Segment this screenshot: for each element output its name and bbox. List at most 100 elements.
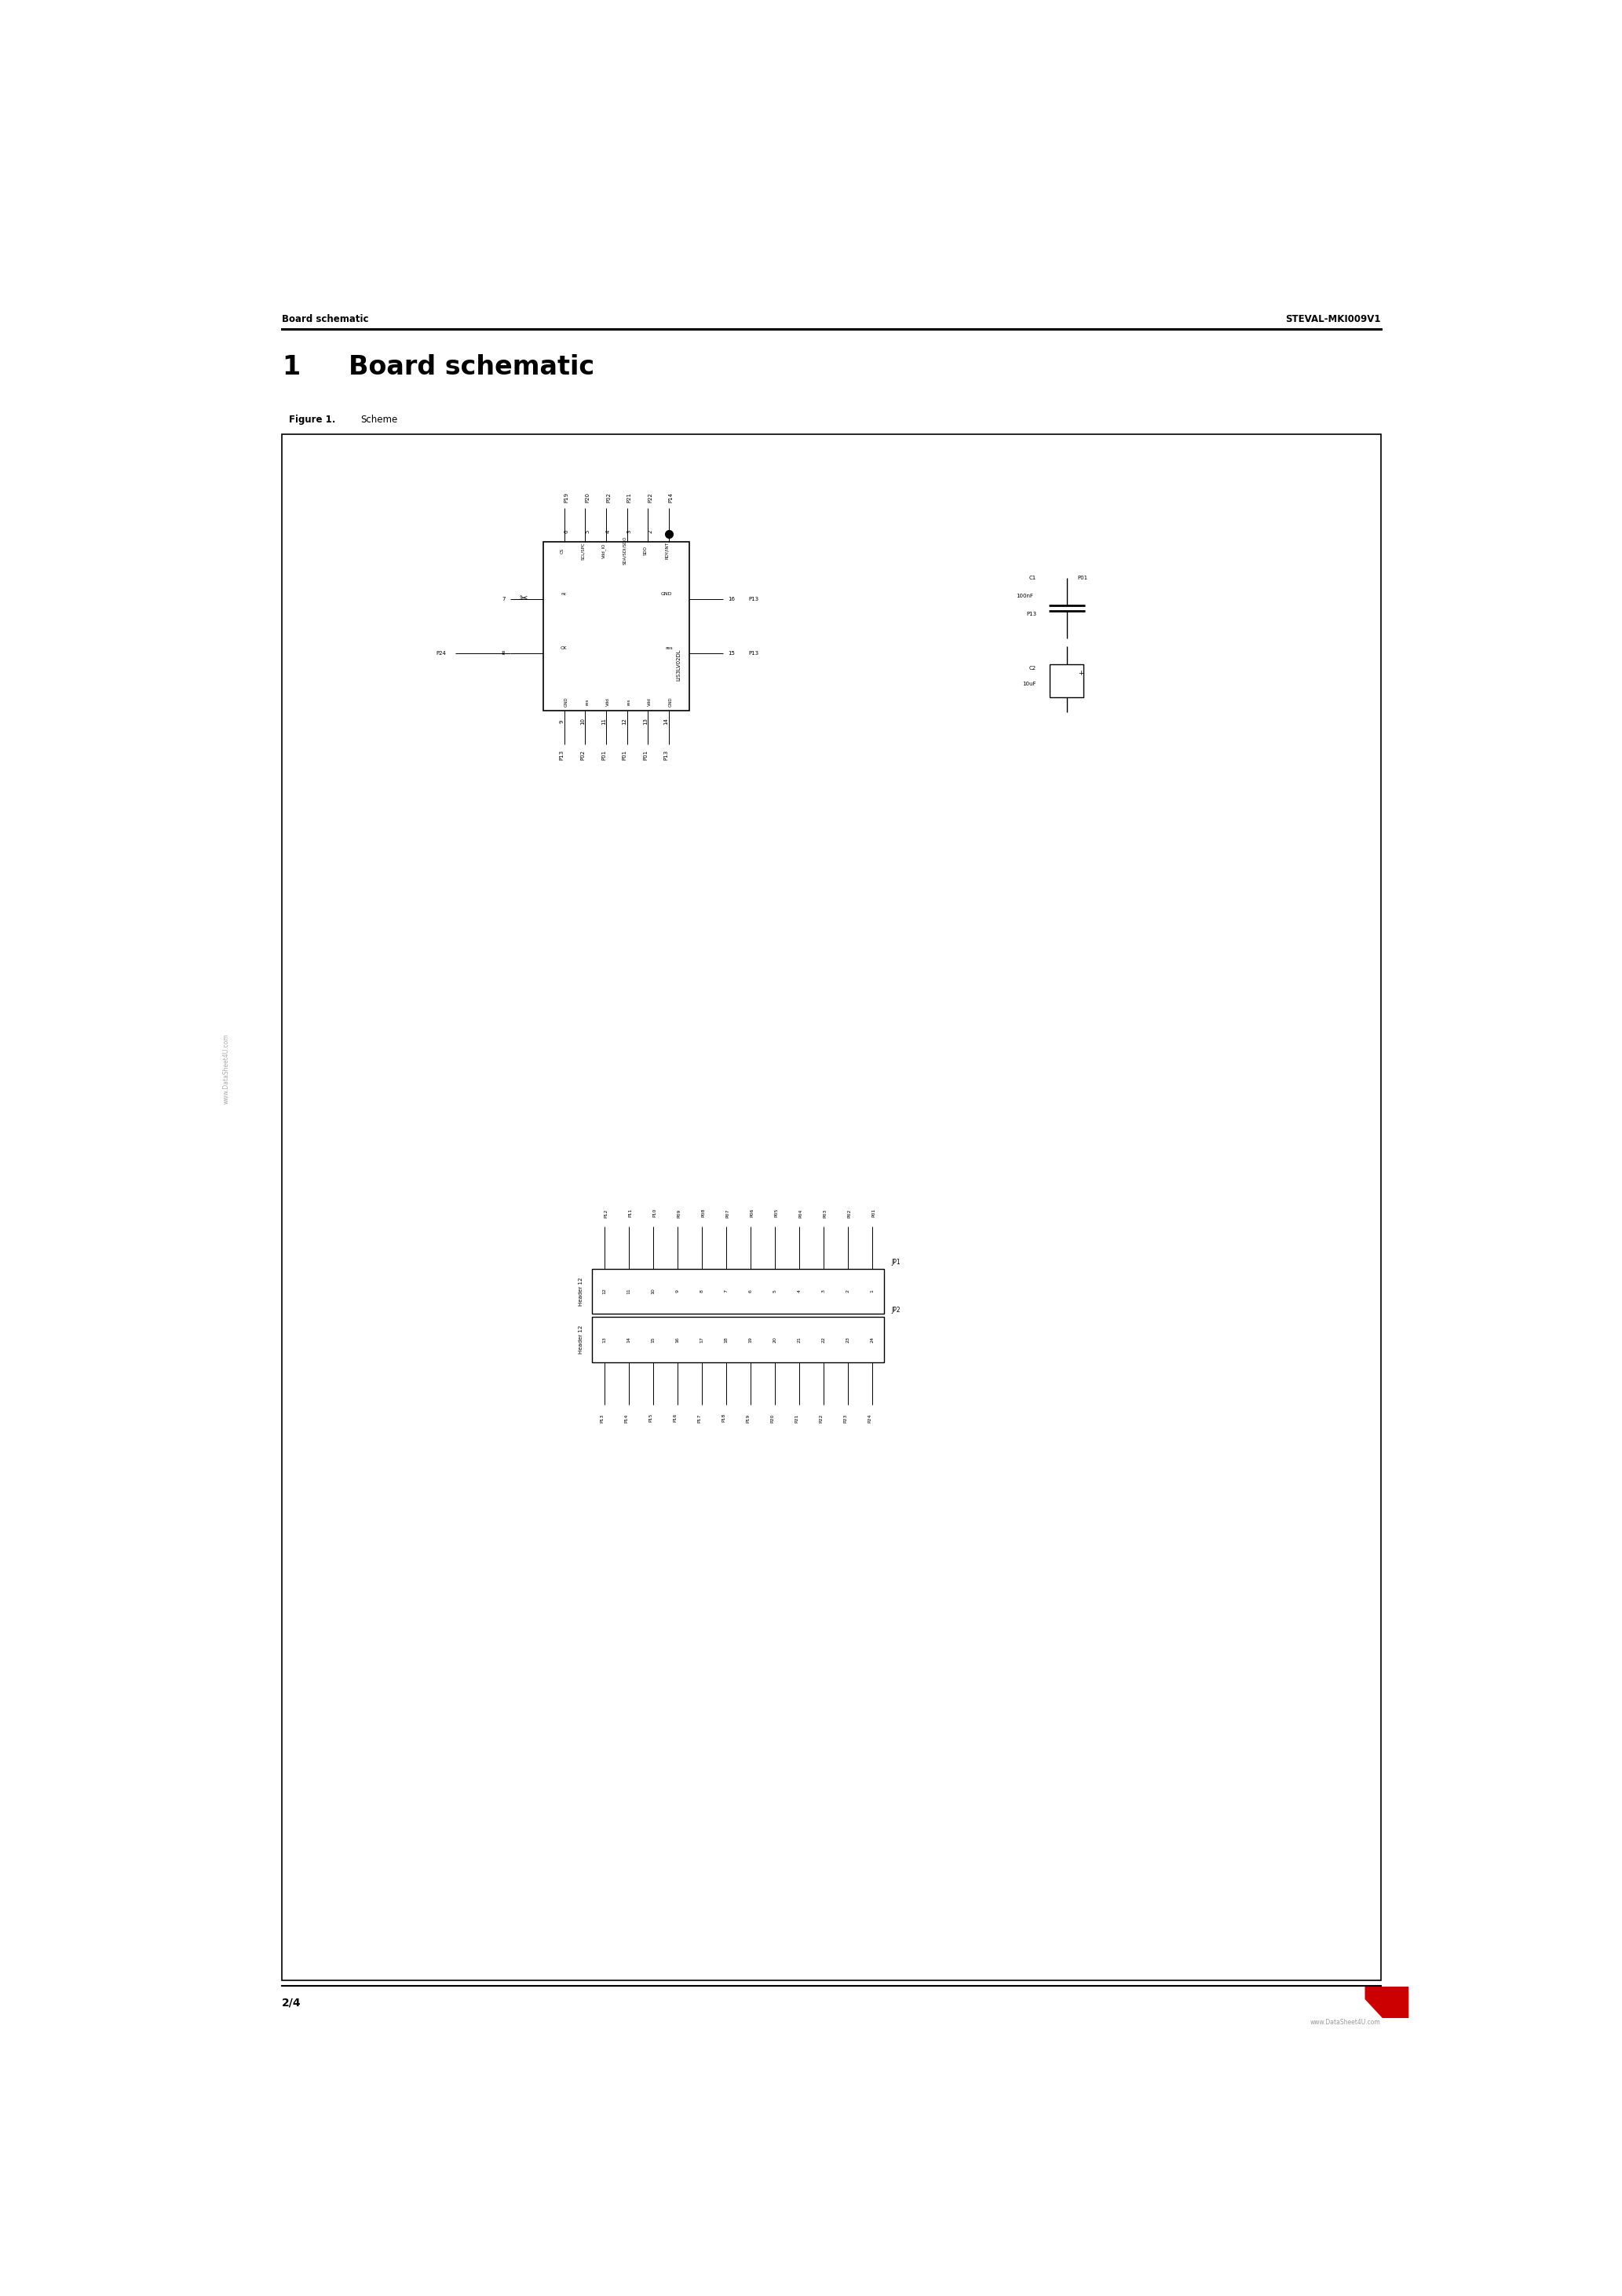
Text: Header 12: Header 12 (579, 1325, 582, 1355)
Text: JP1: JP1 (892, 1258, 900, 1265)
Text: GND: GND (564, 696, 568, 707)
Text: P21: P21 (795, 1414, 800, 1424)
Text: P10: P10 (654, 1208, 657, 1217)
Text: P01: P01 (623, 751, 628, 760)
Text: Figure 1.: Figure 1. (289, 413, 336, 425)
Text: P07: P07 (727, 1208, 730, 1217)
Text: P13: P13 (748, 597, 759, 602)
Text: 100nF: 100nF (1015, 595, 1033, 599)
Text: P08: P08 (702, 1208, 706, 1217)
Text: 19: 19 (748, 1336, 753, 1343)
Text: +: + (1077, 670, 1083, 677)
Text: P22: P22 (819, 1414, 824, 1424)
Bar (592, 1318, 884, 1362)
Text: ✂: ✂ (519, 595, 527, 604)
Text: P01: P01 (602, 751, 607, 760)
Text: P23: P23 (843, 1414, 848, 1424)
Text: LIS3LV02DL: LIS3LV02DL (676, 650, 681, 680)
Text: P06: P06 (751, 1208, 754, 1217)
Text: res: res (586, 698, 589, 705)
Text: 9: 9 (560, 719, 564, 723)
Text: 16: 16 (675, 1336, 680, 1343)
Text: 14: 14 (663, 719, 668, 726)
Bar (543, 542, 689, 712)
Text: 5: 5 (586, 530, 590, 533)
Text: ST: ST (1380, 1998, 1393, 2004)
Text: 4: 4 (607, 530, 611, 533)
Text: 10: 10 (581, 719, 586, 726)
Text: P14: P14 (668, 491, 673, 503)
Bar (282, 434, 1380, 1979)
Text: JP2: JP2 (892, 1306, 900, 1313)
Text: P20: P20 (770, 1414, 775, 1424)
Text: Vdd_IO: Vdd_IO (602, 544, 607, 558)
Text: 13: 13 (602, 1336, 607, 1343)
Text: CS: CS (561, 549, 564, 553)
Text: P13: P13 (1027, 611, 1036, 615)
Text: 15: 15 (650, 1336, 655, 1343)
Text: P22: P22 (647, 491, 652, 503)
Text: SDA/SDI/SDO: SDA/SDI/SDO (623, 537, 628, 565)
Text: 22: 22 (821, 1336, 826, 1343)
Text: res: res (628, 698, 631, 705)
Text: 6: 6 (564, 530, 569, 533)
Text: 18: 18 (723, 1336, 728, 1343)
Text: P16: P16 (673, 1414, 678, 1424)
Text: Board schematic: Board schematic (349, 354, 595, 381)
Text: P13: P13 (748, 652, 759, 657)
Text: 14: 14 (626, 1336, 631, 1343)
Text: P03: P03 (824, 1208, 827, 1217)
Text: 11: 11 (602, 719, 607, 726)
Polygon shape (1364, 1986, 1408, 2018)
Text: 24: 24 (869, 1336, 874, 1343)
Text: STEVAL-MKI009V1: STEVAL-MKI009V1 (1285, 315, 1380, 324)
Text: nc: nc (561, 592, 566, 597)
Text: 23: 23 (845, 1336, 850, 1343)
Text: P19: P19 (564, 491, 569, 503)
Text: P18: P18 (722, 1414, 727, 1424)
Text: P04: P04 (800, 1208, 803, 1217)
Text: C2: C2 (1028, 666, 1036, 670)
Text: 9: 9 (675, 1290, 680, 1293)
Text: P09: P09 (678, 1208, 681, 1217)
Text: C1: C1 (1028, 576, 1036, 581)
Text: P19: P19 (746, 1414, 751, 1424)
Text: RDY/INT: RDY/INT (665, 542, 668, 560)
Text: 1: 1 (869, 1290, 874, 1293)
Text: 15: 15 (728, 652, 735, 657)
Text: Vdd: Vdd (647, 698, 652, 705)
Text: P05: P05 (775, 1208, 779, 1217)
Text: GND: GND (668, 696, 673, 707)
Text: Board schematic: Board schematic (282, 315, 368, 324)
Bar (592, 1270, 884, 1313)
Text: P17: P17 (697, 1414, 702, 1424)
Text: P01: P01 (873, 1208, 876, 1217)
Text: P13: P13 (663, 751, 668, 760)
Text: 10: 10 (650, 1288, 655, 1295)
Text: P14: P14 (624, 1414, 629, 1424)
Text: P02: P02 (848, 1208, 852, 1217)
Text: 12: 12 (602, 1288, 607, 1295)
Text: P01: P01 (642, 751, 647, 760)
Text: 8: 8 (501, 652, 504, 657)
Text: SDO: SDO (644, 546, 647, 556)
Text: 21: 21 (796, 1336, 801, 1343)
Text: P24: P24 (436, 652, 446, 657)
Text: P21: P21 (628, 491, 631, 503)
Text: 1: 1 (282, 354, 300, 381)
Text: P02: P02 (607, 491, 611, 503)
Text: P15: P15 (649, 1414, 654, 1424)
Text: P12: P12 (605, 1208, 608, 1217)
Text: www.DataSheet4U.com: www.DataSheet4U.com (1311, 2018, 1380, 2025)
Text: 16: 16 (728, 597, 735, 602)
Bar (1049, 664, 1083, 698)
Text: Header 12: Header 12 (579, 1277, 582, 1306)
Text: 6: 6 (748, 1290, 753, 1293)
Text: 4: 4 (796, 1290, 801, 1293)
Text: SCL/SPC: SCL/SPC (581, 542, 586, 560)
Text: CK: CK (561, 647, 568, 650)
Text: Scheme: Scheme (362, 413, 397, 425)
Text: P11: P11 (629, 1208, 633, 1217)
Text: 7: 7 (501, 597, 504, 602)
Text: P24: P24 (868, 1414, 873, 1424)
